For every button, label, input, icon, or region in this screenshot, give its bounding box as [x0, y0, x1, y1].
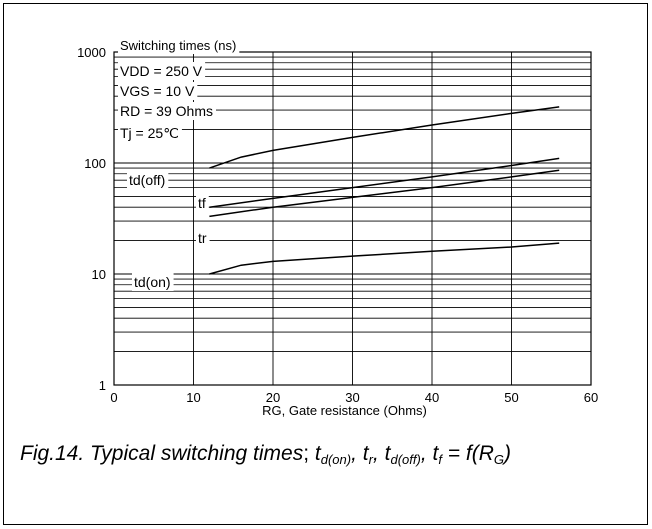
series-line-tf: [209, 157, 560, 208]
chart-title: Switching times (ns): [120, 38, 236, 53]
condition-text-group: VGS = 10 V: [118, 82, 198, 100]
switching-times-chart: 0 10 20 30 40 50 60 1 10 100 1000 RG, Gate resistan…: [77, 37, 598, 418]
series-label-group: td(on): [132, 273, 174, 291]
condition-text-bg: [118, 102, 216, 120]
series-label: tf: [198, 195, 206, 211]
condition-text-group: RD = 39 Ohms: [118, 102, 216, 120]
series-line-tdoff: [209, 106, 560, 169]
figure-frame: 0 10 20 30 40 50 60 1 10 100 1000 RG, Gate resistan…: [3, 3, 648, 525]
condition-text: VGS = 10 V: [120, 83, 195, 99]
y-tick-label: 10: [92, 267, 106, 282]
grid: [114, 52, 591, 385]
series-lines: [209, 106, 560, 275]
series-label-group: td(off): [127, 171, 169, 189]
axes: [113, 51, 592, 386]
y-tick-label: 1: [99, 378, 106, 393]
chart-title-group: Switching times (ns): [118, 37, 240, 54]
condition-text: VDD = 250 V: [120, 63, 203, 79]
x-tick-label: 40: [425, 390, 439, 405]
x-tick-label: 60: [584, 390, 598, 405]
condition-text-bg: [118, 82, 198, 100]
series-label: td(on): [134, 274, 171, 290]
condition-text: RD = 39 Ohms: [120, 103, 213, 119]
condition-text-bg: [118, 124, 182, 142]
x-tick-label: 50: [504, 390, 518, 405]
x-axis-label: RG, Gate resistance (Ohms): [262, 403, 427, 418]
series-label-bg: [196, 194, 209, 212]
plot-frame: [113, 51, 592, 386]
x-tick-label: 10: [186, 390, 200, 405]
series-label: tr: [198, 230, 207, 246]
x-tick-label: 20: [266, 390, 280, 405]
condition-text-group: Tj = 25℃: [118, 124, 182, 142]
x-tick-label: 30: [345, 390, 359, 405]
series-label-bg: [127, 171, 169, 189]
condition-text-group: VDD = 250 V: [118, 62, 206, 80]
series-line-tr: [209, 169, 560, 218]
condition-text-bg: [118, 62, 206, 80]
figure-caption: Fig.14. Typical switching times; td(on),…: [20, 442, 512, 467]
chart-labels: 0 10 20 30 40 50 60 1 10 100 1000 RG, Gate resistan…: [77, 37, 598, 418]
x-tick-label: 0: [110, 390, 117, 405]
y-tick-label: 1000: [77, 45, 106, 60]
series-label: td(off): [129, 172, 165, 188]
series-label-group: tr: [196, 229, 210, 247]
y-tick-label: 100: [84, 156, 106, 171]
series-label-bg: [132, 273, 174, 291]
chart-title-bg: [118, 37, 240, 54]
condition-text: Tj = 25℃: [120, 125, 179, 141]
series-label-group: tf: [196, 194, 209, 212]
series-label-bg: [196, 229, 210, 247]
series-line-tdon: [209, 242, 560, 275]
